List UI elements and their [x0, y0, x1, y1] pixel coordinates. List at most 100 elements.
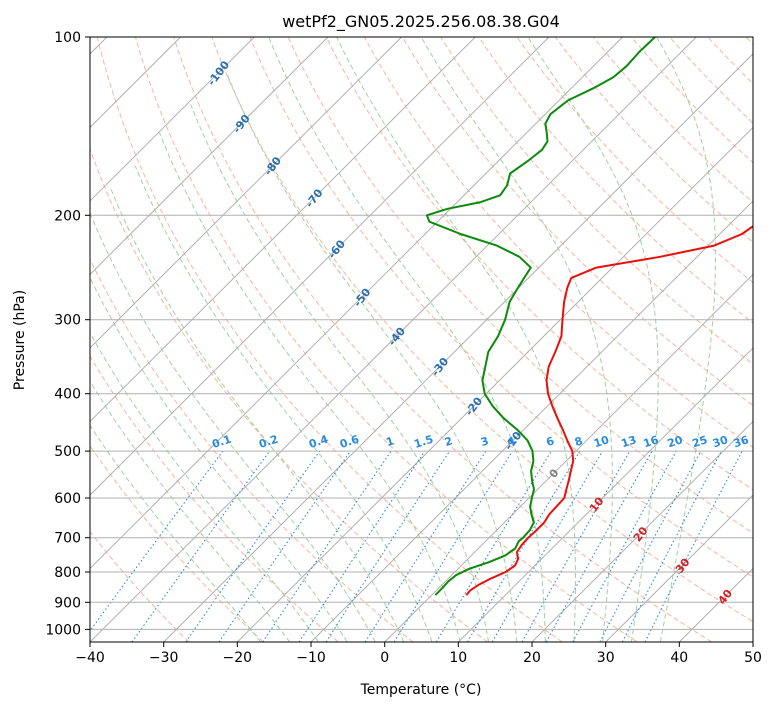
x-axis: −40 −30 −20 −10 0 10 20 30 40 50	[75, 642, 762, 666]
moist-adiabat	[110, 188, 405, 642]
mixing-ratio-line	[621, 450, 722, 642]
mixing-ratio-line	[393, 450, 513, 642]
y-axis: 100 200 300 400 500 600 700 800 900 1000	[45, 30, 90, 638]
mixing-ratio-label: 13	[620, 433, 639, 450]
y-tick-label: 300	[54, 313, 81, 329]
x-tick-label: −10	[296, 650, 326, 666]
dry-adiabat	[440, 37, 753, 365]
dry-adiabat	[516, 37, 753, 284]
dry-adiabat	[592, 37, 753, 203]
mixing-ratio-line	[185, 450, 321, 642]
mixing-ratio-line	[435, 450, 552, 642]
dry-adiabat	[249, 37, 753, 578]
x-tick-label: −40	[75, 650, 105, 666]
x-tick-label: 20	[523, 650, 541, 666]
moist-adiabat	[90, 276, 348, 642]
mixing-ratio-label: 6	[545, 434, 557, 449]
mixing-ratio-label: 1.5	[412, 433, 435, 451]
isotherm-line	[90, 37, 476, 423]
mixing-ratio-label: 36	[732, 433, 751, 450]
x-tick-label: 50	[744, 650, 762, 666]
moist-adiabat	[527, 37, 659, 642]
moist-adiabat	[226, 72, 518, 642]
dry-adiabat	[90, 355, 339, 642]
mixing-ratio-label: 0.4	[307, 432, 330, 450]
mixing-ratio-label: 0.1	[210, 433, 233, 451]
mixing-ratio-line	[467, 450, 581, 642]
y-tick-label: 200	[54, 208, 81, 224]
isotherm-line	[236, 126, 753, 642]
mixing-ratio-line	[545, 450, 653, 642]
mixing-ratio-label: 4	[506, 434, 518, 449]
mixing-ratio-label: 10	[592, 433, 611, 450]
x-tick-label: 40	[670, 650, 688, 666]
isotherm-line	[90, 37, 255, 202]
isotherm-line	[90, 37, 697, 642]
isotherm-line	[163, 53, 753, 642]
x-tick-label: −30	[149, 650, 179, 666]
dry-adiabat	[90, 444, 264, 642]
isotherm-line	[384, 273, 753, 642]
dry-adiabat	[669, 37, 753, 124]
series-layer	[425, 37, 753, 596]
isotherm-line	[310, 200, 753, 642]
moist-adiabat	[656, 37, 716, 642]
y-tick-label: 700	[54, 531, 81, 547]
dry-adiabat	[363, 37, 753, 448]
moist-adiabat	[420, 37, 613, 642]
moist-adiabat	[190, 104, 489, 642]
dry-adiabat	[90, 530, 190, 642]
moist-adiabat	[158, 132, 461, 642]
dry-adiabat	[478, 37, 753, 324]
x-axis-label: Temperature (°C)	[360, 682, 482, 698]
moist-adiabat	[90, 331, 319, 642]
isotherm-line	[752, 641, 753, 642]
dry-adiabat	[745, 37, 753, 46]
isotherm-line	[605, 494, 753, 642]
x-tick-label: 0	[380, 650, 389, 666]
dry-adiabat	[90, 258, 414, 642]
isotherm-line	[678, 567, 753, 642]
mixing-ratio-line	[325, 450, 451, 642]
dry-adiabat	[287, 37, 753, 534]
mixing-ratio-label: 16	[642, 433, 661, 450]
mixing-ratio-label: 2	[443, 434, 454, 449]
isotherm-line	[90, 37, 402, 349]
isotherm-line	[457, 347, 753, 642]
dry-adiabat	[173, 37, 712, 642]
mixing-ratio-label: 20	[666, 433, 685, 450]
mixing-ratio-line	[90, 450, 224, 632]
y-tick-label: 900	[54, 595, 81, 611]
dry-adiabat	[211, 37, 753, 623]
mixing-ratio-line	[491, 450, 603, 642]
dewpoint-line	[425, 37, 656, 596]
mixing-ratio-line	[364, 450, 487, 642]
mixing-ratio-line	[599, 450, 702, 642]
moist-adiabat	[268, 37, 546, 642]
y-tick-label: 800	[54, 565, 81, 581]
y-tick-label: 100	[54, 30, 81, 46]
dry-adiabat	[134, 37, 638, 642]
mixing-ratio-label: 0.6	[338, 432, 361, 450]
isotherm-line	[90, 37, 623, 570]
moist-adiabat	[134, 165, 433, 642]
y-tick-label: 500	[54, 444, 81, 460]
mixing-ratio-line	[521, 450, 631, 642]
mixing-ratio-label: 25	[691, 433, 710, 450]
chart-title: wetPf2_GN05.2025.256.08.38.G04	[282, 12, 560, 32]
plot-frame	[89, 36, 754, 643]
temperature-line	[465, 224, 753, 596]
dry-adiabat	[707, 37, 753, 85]
x-tick-label: −20	[223, 650, 253, 666]
dry-adiabat	[325, 37, 753, 491]
y-axis-label: Pressure (hPa)	[12, 290, 28, 390]
dry-adiabat	[554, 37, 753, 243]
moist-adiabat	[336, 37, 576, 642]
x-tick-label: 10	[449, 650, 467, 666]
mixing-ratio-label: 1	[384, 434, 395, 449]
mixing-ratio-label: 30	[711, 433, 730, 450]
isotherm-line	[90, 37, 550, 496]
mixing-ratio-line	[218, 450, 351, 642]
